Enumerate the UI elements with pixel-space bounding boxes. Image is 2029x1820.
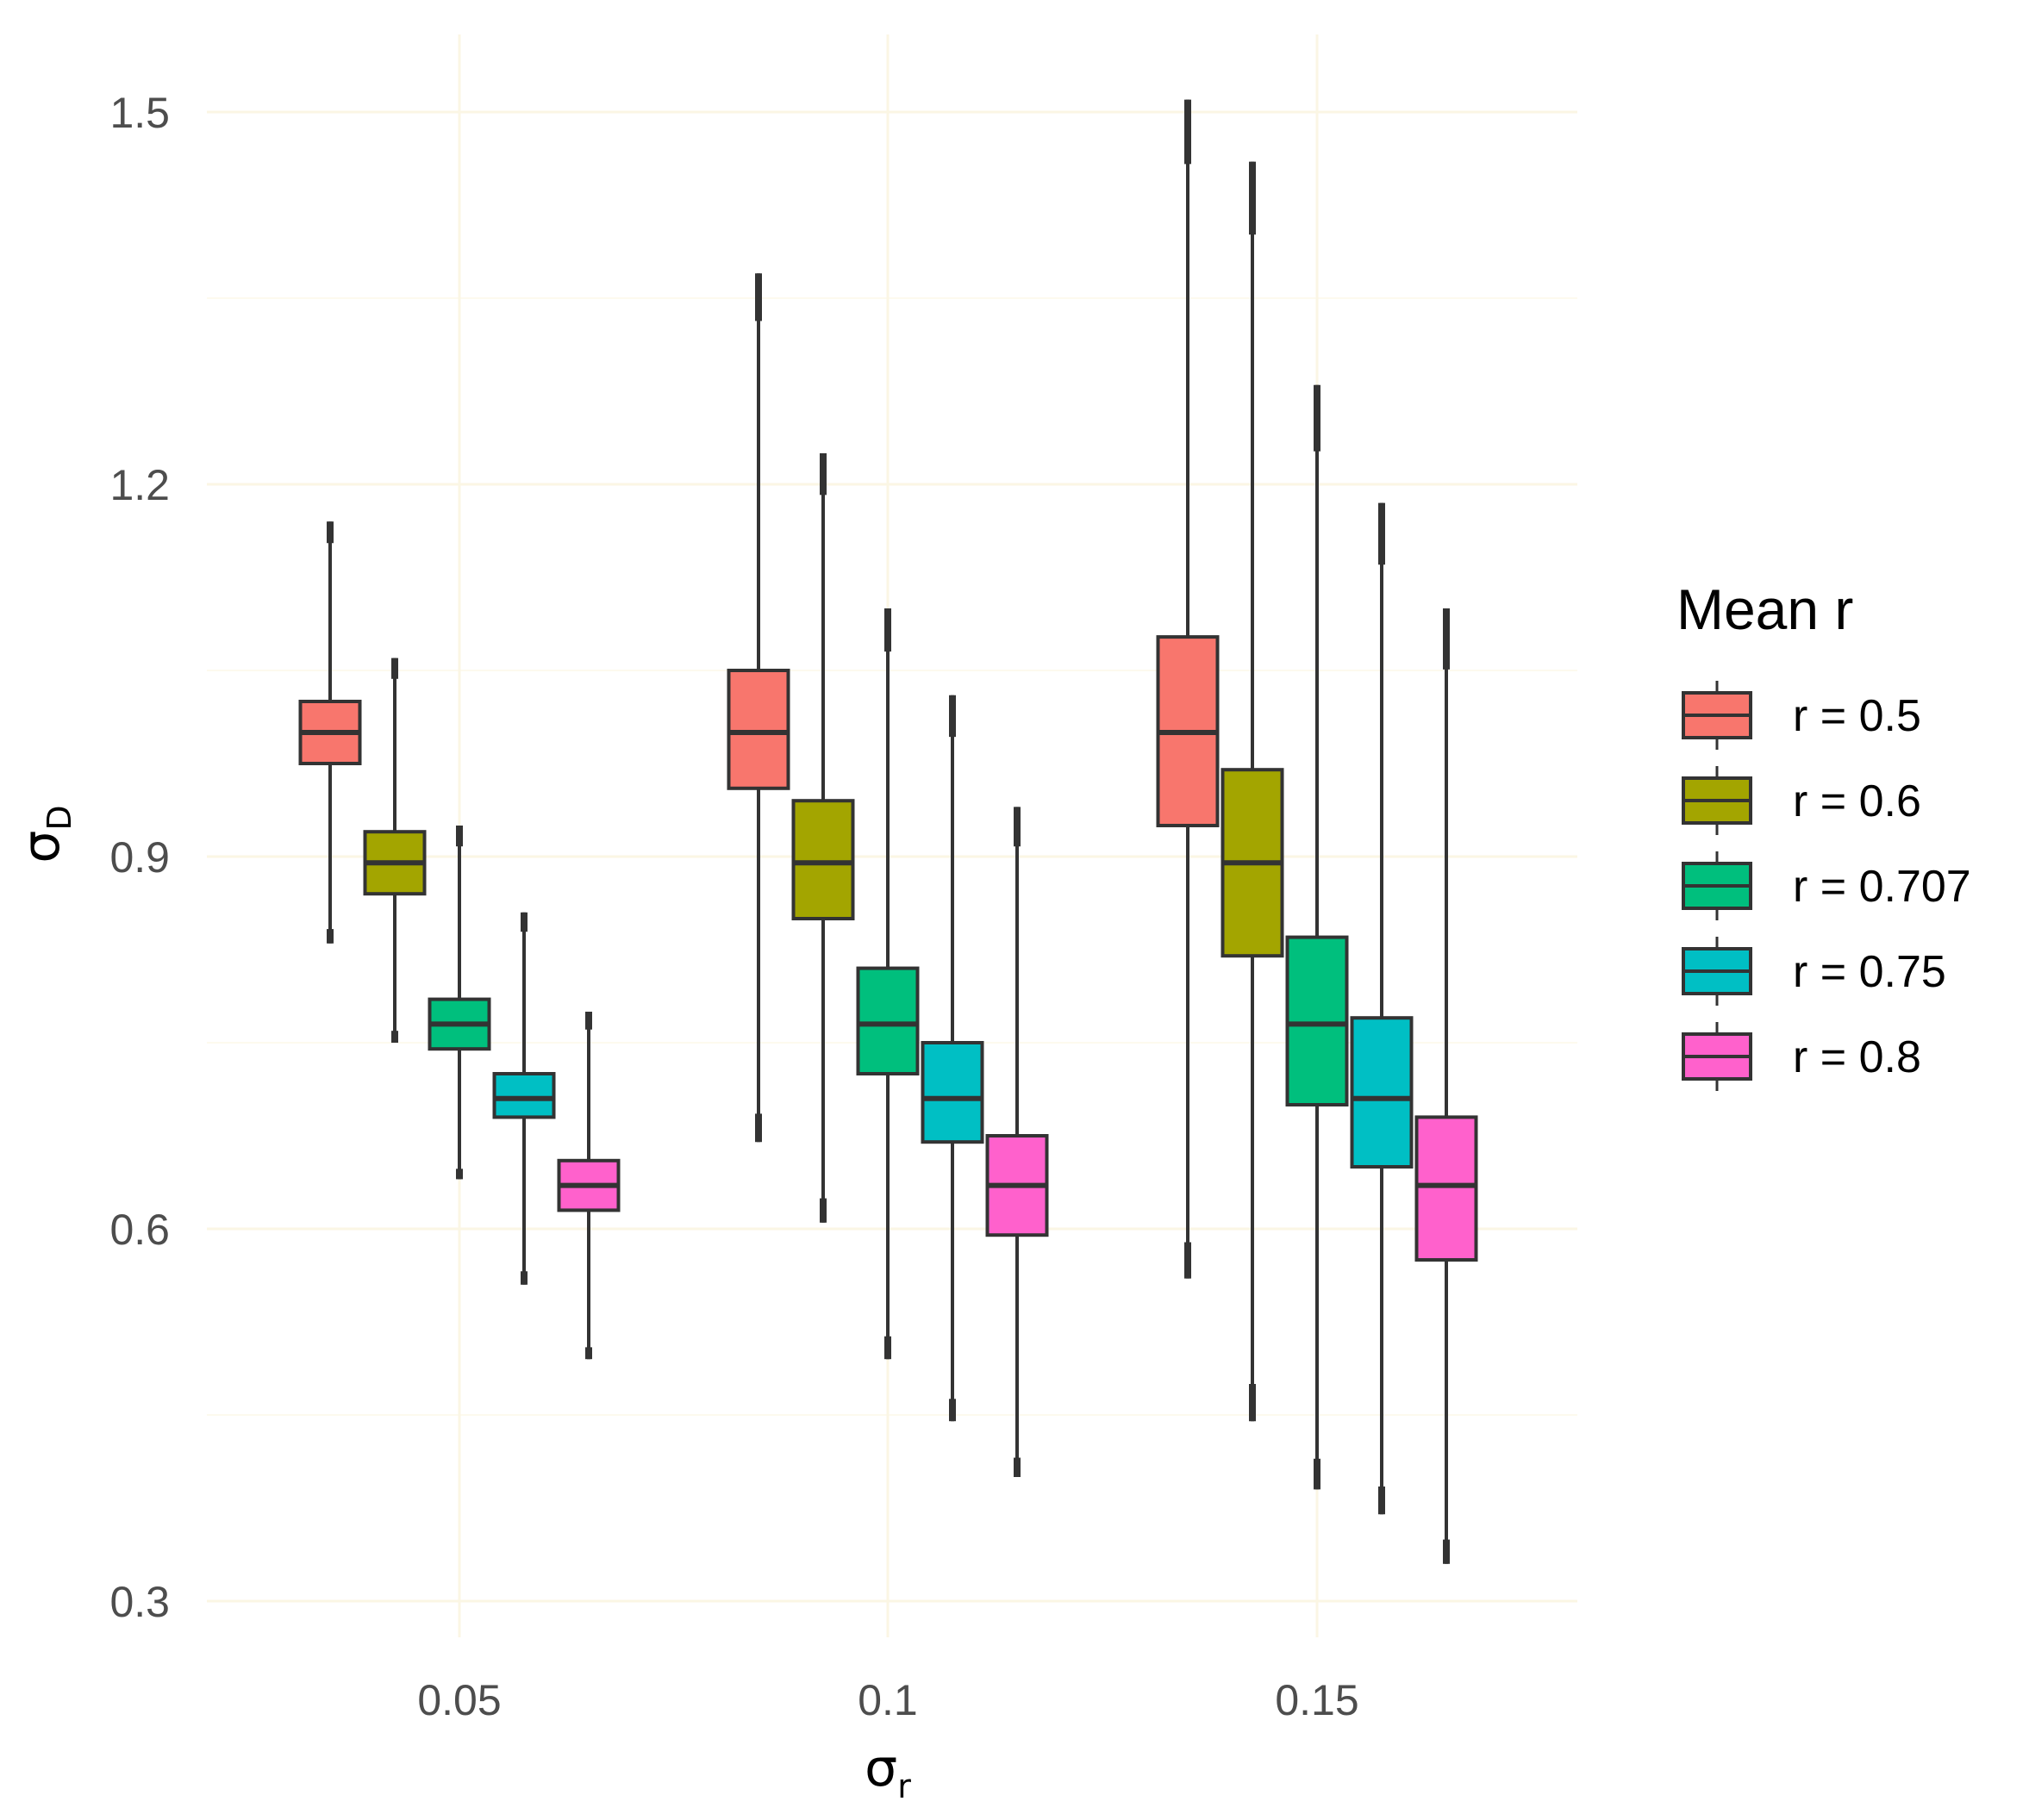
box-3-1 [921, 695, 984, 1422]
legend-item: r = 0.8 [1682, 1022, 1921, 1091]
box-body [727, 669, 790, 790]
box-3-0 [492, 912, 556, 1285]
y-tick-label: 0.3 [109, 1578, 170, 1626]
x-tick-label: 0.1 [858, 1676, 918, 1724]
x-axis-title-symbol: σ [865, 1738, 897, 1798]
y-tick-labels: 0.3 0.6 0.9 1.2 1.5 [109, 89, 170, 1626]
legend-items: r = 0.5 r = 0.6 r = 0.707 r = 0.75 r = 0.8 [1682, 681, 1971, 1091]
box-0-2 [1156, 99, 1220, 1279]
box-1-1 [791, 453, 855, 1223]
box-body [1285, 935, 1349, 1106]
box-1-2 [1221, 161, 1284, 1422]
legend-title: Mean r [1676, 577, 1853, 641]
y-axis-title-subscript: D [41, 805, 78, 830]
y-tick-label: 0.9 [109, 833, 170, 882]
box-4-1 [985, 807, 1049, 1477]
x-tick-label: 0.15 [1275, 1676, 1358, 1724]
x-axis-title: σr [865, 1738, 911, 1805]
legend-label: r = 0.75 [1793, 947, 1946, 997]
x-tick-labels: 0.05 0.1 0.15 [417, 1676, 1358, 1724]
legend-item: r = 0.707 [1682, 851, 1971, 920]
legend-label: r = 0.707 [1793, 862, 1971, 912]
box-body [1350, 1016, 1414, 1169]
box-body [1414, 1115, 1478, 1262]
box-body [856, 966, 920, 1075]
x-axis-title-subscript: r [897, 1767, 911, 1805]
box-0-1 [727, 273, 790, 1143]
legend-item: r = 0.6 [1682, 766, 1921, 835]
box-1-0 [363, 658, 427, 1043]
box-2-2 [1285, 384, 1349, 1490]
box-body [921, 1041, 984, 1144]
box-0-0 [298, 521, 362, 944]
y-tick-label: 0.6 [109, 1206, 170, 1254]
legend-label: r = 0.5 [1793, 691, 1921, 741]
y-tick-label: 1.2 [109, 461, 170, 509]
box-2-1 [856, 608, 920, 1360]
box-2-0 [428, 826, 491, 1180]
legend-label: r = 0.8 [1793, 1032, 1921, 1082]
svg-text:σD: σD [11, 805, 78, 863]
box-body [492, 1072, 556, 1119]
box-body [791, 799, 855, 921]
y-axis-title-symbol: σ [11, 831, 72, 863]
box-4-2 [1414, 608, 1478, 1564]
box-3-2 [1350, 502, 1414, 1515]
y-axis-title: σD [11, 805, 78, 863]
y-tick-label: 1.5 [109, 89, 170, 137]
box-4-0 [557, 1012, 621, 1360]
legend-item: r = 0.5 [1682, 681, 1921, 750]
legend-item: r = 0.75 [1682, 937, 1946, 1006]
x-tick-label: 0.05 [417, 1676, 501, 1724]
boxes [298, 99, 1478, 1564]
svg-text:σr: σr [865, 1738, 911, 1805]
legend-label: r = 0.6 [1793, 776, 1921, 826]
